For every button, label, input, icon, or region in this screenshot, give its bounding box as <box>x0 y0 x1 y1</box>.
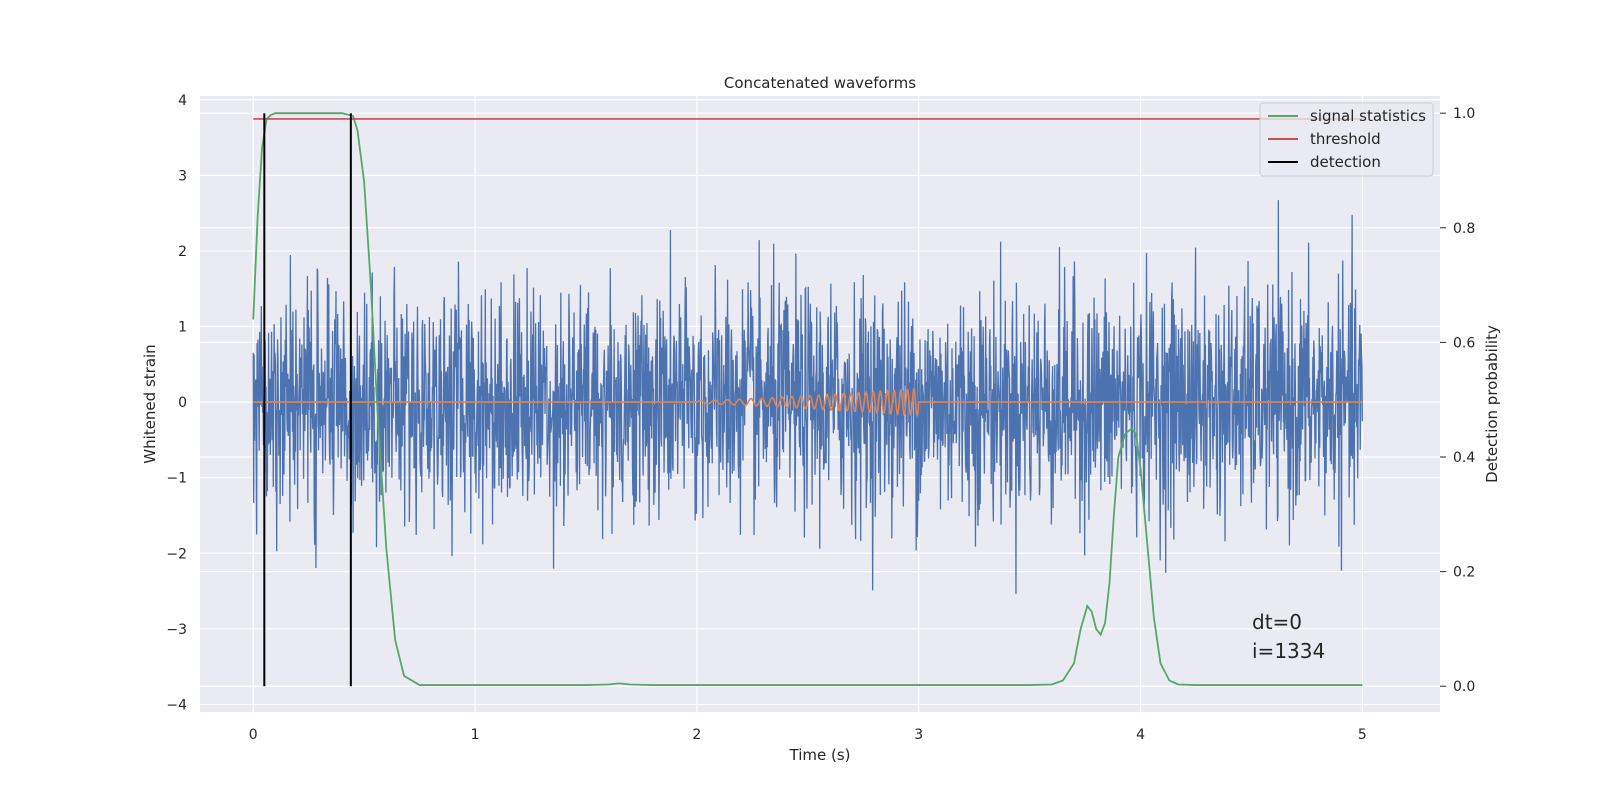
x-tick-label: 2 <box>692 727 701 743</box>
y-tick-label: 4 <box>178 93 187 109</box>
y2-tick-label: 0.0 <box>1453 679 1475 695</box>
x-tick-label: 3 <box>914 727 923 743</box>
x-tick-label: 4 <box>1136 727 1145 743</box>
y-tick-label: −3 <box>166 622 187 638</box>
y2-tick-label: 1.0 <box>1453 106 1475 122</box>
y2-tick-label: 0.8 <box>1453 221 1475 237</box>
y-tick-label: 1 <box>178 320 187 336</box>
chart-title: Concatenated waveforms <box>724 74 916 92</box>
y2-tick-label: 0.4 <box>1453 450 1475 466</box>
y-tick-label: 3 <box>178 168 187 184</box>
legend-box <box>1259 102 1434 177</box>
x-tick-labels: 0 1 2 3 4 5 <box>249 727 1367 743</box>
y-tick-labels: 4 3 2 1 0 −1 −2 −3 −4 <box>166 93 187 714</box>
x-tick-label: 1 <box>471 727 480 743</box>
y-tick-label: 0 <box>178 395 187 411</box>
x-tick-label: 0 <box>249 727 258 743</box>
y2-tick-labels: 1.0 0.8 0.6 0.4 0.2 0.0 <box>1440 106 1475 695</box>
y2-tick-label: 0.6 <box>1453 335 1475 351</box>
annotation: dt=0 i=1334 <box>1252 610 1325 663</box>
signal-statistics-line <box>252 112 1363 686</box>
y-tick-label: −2 <box>166 546 187 562</box>
legend-label-threshold: threshold <box>1310 130 1381 148</box>
x-tick-label: 5 <box>1358 727 1367 743</box>
legend-label-signal-statistics: signal statistics <box>1310 107 1426 125</box>
y2-axis-label: Detection probability <box>1483 325 1501 483</box>
y-axis-label: Whitened strain <box>141 344 159 463</box>
injected-waveform-line <box>253 387 1363 418</box>
annotation-dt: dt=0 <box>1252 610 1302 634</box>
annotation-i: i=1334 <box>1252 639 1325 663</box>
legend: signal statistics threshold detection <box>1259 102 1434 177</box>
whitened-strain-line <box>252 200 1364 594</box>
y2-tick-label: 0.2 <box>1453 565 1475 581</box>
y-tick-label: −4 <box>166 697 187 713</box>
y-tick-label: 2 <box>178 244 187 260</box>
x-axis-label: Time (s) <box>789 746 851 764</box>
legend-label-detection: detection <box>1310 153 1381 171</box>
y-tick-label: −1 <box>166 471 187 487</box>
plot-area <box>252 112 1364 687</box>
